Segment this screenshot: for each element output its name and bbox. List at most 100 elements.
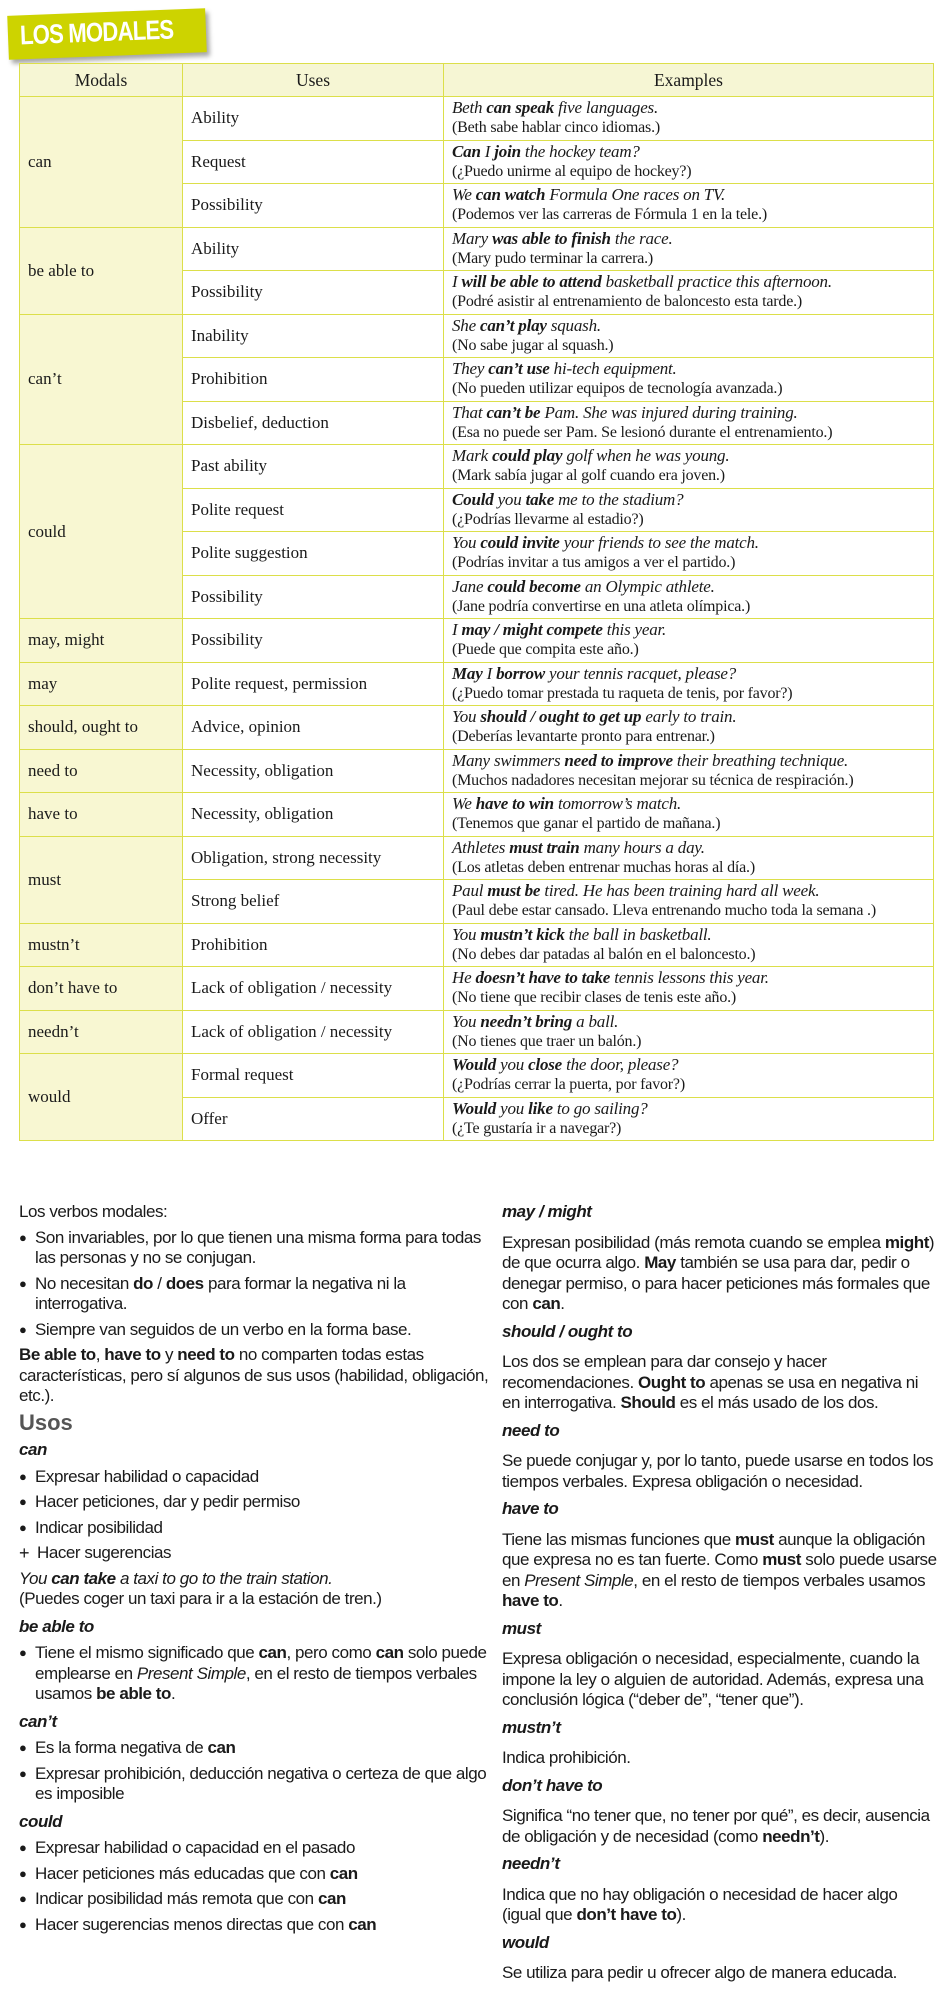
example-text: Jane	[452, 576, 488, 596]
note-subheading: be able to	[19, 1617, 489, 1638]
text-run: Usos	[19, 1409, 73, 1435]
bullet-icon: ●	[19, 1494, 27, 1509]
note-bullet-item: ● Hacer sugerencias menos directas que co…	[19, 1915, 489, 1936]
example-english: Paul must be tired. He has been training…	[452, 881, 925, 901]
text-run: need to	[502, 1420, 560, 1440]
section-title-usos: Usos	[19, 1409, 489, 1435]
text-run: must	[734, 1529, 774, 1549]
example-text: They	[452, 359, 489, 379]
example-spanish: (No pueden utilizar equipos de tecnologí…	[452, 380, 783, 398]
text-run: be able to	[19, 1616, 94, 1636]
text-run: Se utiliza para pedir u ofrecer algo de …	[502, 1963, 897, 1982]
example-spanish: (Podrías invitar a tus amigos a ver el p…	[452, 554, 736, 572]
modal-cell: mustn’t	[19, 922, 183, 967]
example-text: Mark	[452, 446, 493, 466]
example-english: Beth can speak five languages.	[452, 98, 925, 118]
example-text: We	[452, 794, 476, 814]
example-spanish: (No sabe jugar al squash.)	[452, 336, 614, 354]
table-row: Polite suggestion You could invite your f…	[20, 531, 934, 576]
example-english: She can’t play squash.	[452, 316, 925, 336]
use-cell: Possibility	[182, 618, 444, 663]
text-run: Los verbos modales:	[19, 1202, 168, 1221]
example-spanish: (Jane podría convertirse en una atleta o…	[452, 597, 751, 615]
example-text: I	[452, 620, 462, 640]
page-title: LOS MODALES	[19, 14, 174, 51]
example-modal-verb: take	[525, 489, 555, 509]
example-modal-verb: was able to finish	[492, 228, 611, 248]
text-run: must	[502, 1618, 541, 1638]
table-row: may Polite request, permission May I borro…	[19, 661, 934, 706]
text-run: can	[317, 1889, 346, 1908]
example-cell: Athletes must train many hours a day. (Lo…	[443, 835, 934, 880]
modal-cell: should, ought to	[19, 705, 183, 750]
example-modal-verb: doesn’t have to take	[475, 968, 611, 988]
use-cell: Polite request, permission	[182, 661, 444, 706]
table-row: Offer Would you like to go sailing? (¿Te g…	[20, 1096, 934, 1141]
example-text: basketball practice this afternoon.	[601, 272, 832, 292]
text-run: could	[19, 1811, 63, 1831]
example-spanish: (No tienes que traer un balón.)	[452, 1032, 642, 1050]
header-uses: Uses	[182, 63, 444, 97]
example-modal-verb: join	[494, 141, 521, 161]
example-modal-verb: must train	[509, 837, 580, 857]
example-modal-verb: Would	[452, 1098, 497, 1118]
text-run: Tiene el mismo significado que	[35, 1643, 259, 1662]
table-row: Strong belief Paul must be tired. He has …	[20, 879, 934, 924]
example-text: Beth	[452, 98, 487, 118]
text-run: would	[502, 1932, 549, 1952]
example-text: golf when he was young.	[562, 446, 730, 466]
title-badge: LOS MODALES	[7, 8, 207, 60]
note-bullet-item: ● Expresar habilidad o capacidad	[19, 1467, 489, 1488]
text-run: You	[19, 1568, 52, 1588]
text-run: need to	[177, 1345, 235, 1364]
text-run: must	[762, 1550, 802, 1569]
example-modal-verb: could play	[492, 446, 563, 466]
table-row: Possibility I will be able to attend bask…	[20, 270, 934, 315]
modal-cell: need to	[19, 748, 183, 793]
text-run: No necesitan	[35, 1273, 134, 1293]
example-modal-verb: Could	[452, 489, 494, 509]
text-run: Hacer peticiones más educadas que con	[35, 1863, 330, 1883]
text-run: Present Simple	[524, 1570, 634, 1590]
note-subheading: need to	[502, 1421, 937, 1442]
use-cell: Obligation, strong necessity	[182, 835, 444, 880]
example-text: Many swimmers	[452, 750, 565, 770]
note-subheading: would	[502, 1933, 937, 1954]
example-modal-verb: mustn’t kick	[480, 924, 565, 944]
text-run: May	[644, 1253, 676, 1272]
text-run: Significa “no tener que, no tener por qu…	[502, 1806, 930, 1846]
use-cell: Ability	[182, 226, 444, 271]
example-modal-verb: have to win	[475, 794, 554, 814]
text-run: have to	[104, 1345, 161, 1364]
note-bullet-item: ● Expresar habilidad o capacidad en el pa…	[19, 1838, 489, 1859]
table-row: must Obligation, strong necessity Athletes…	[19, 835, 934, 924]
bullet-icon: ●	[19, 1275, 27, 1291]
example-modal-verb: can speak	[486, 98, 555, 118]
example-english: Many swimmers need to improve their brea…	[452, 751, 925, 771]
example-text: You	[452, 533, 481, 553]
example-modal-verb: close	[528, 1055, 563, 1075]
example-cell: Can I join the hockey team? (¿Puedo unirm…	[443, 139, 934, 184]
note-paragraph: Los dos se emplean para dar consejo y ha…	[502, 1352, 937, 1414]
table-row: may, might Possibility I may / might compe…	[19, 618, 934, 663]
example-text: I	[452, 272, 462, 292]
example-english: Would you like to go sailing?	[452, 1099, 925, 1119]
example-text: You	[452, 924, 481, 944]
modal-cell: have to	[19, 792, 183, 837]
bullet-icon: ●	[19, 1740, 27, 1755]
example-spanish: (Muchos nadadores necesitan mejorar su t…	[452, 771, 854, 789]
text-run: Indicar posibilidad	[35, 1517, 163, 1537]
note-bullet-item: ● No necesitan do / does para formar la n…	[19, 1274, 489, 1315]
example-text: a ball.	[572, 1011, 619, 1031]
example-text: this year.	[602, 620, 667, 640]
bullet-icon: ●	[19, 1840, 27, 1855]
text-run: apenas se usa en negativa ni en interrog…	[502, 1372, 919, 1413]
text-run: Hacer sugerencias	[37, 1543, 172, 1562]
note-paragraph: You can take a taxi to go to the train s…	[19, 1569, 489, 1610]
bullet-icon: ●	[19, 1891, 27, 1906]
text-run: .	[560, 1294, 565, 1313]
example-modal-verb: will be able to attend	[461, 272, 602, 292]
note-bullet-item: ● Indicar posibilidad	[19, 1518, 489, 1539]
example-text: the ball in basketball.	[564, 924, 712, 944]
use-cell: Formal request	[182, 1053, 444, 1098]
